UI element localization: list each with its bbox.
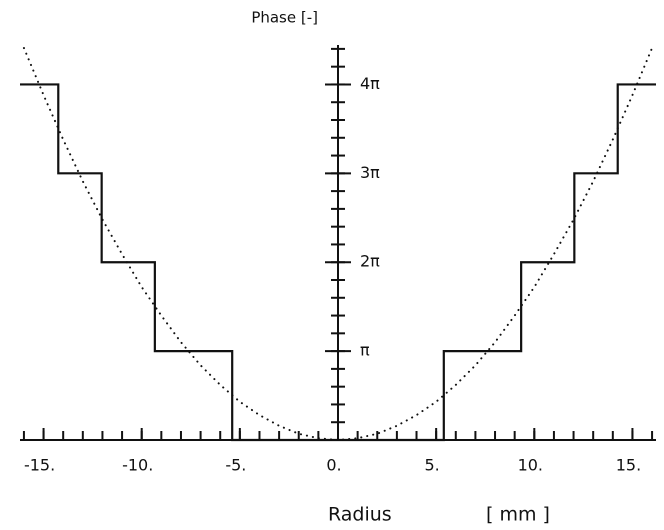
y-tick-label: 2π [360,252,380,271]
parabola-line [22,47,654,442]
x-tick-label: -10. [122,456,153,475]
x-tick-label: -15. [24,456,55,475]
x-axis-label: Radius [328,504,392,526]
y-tick-label: 3π [360,163,380,182]
y-tick-label: π [360,341,370,360]
x-tick-label: 15. [616,456,641,475]
x-tick-label: -5. [225,456,246,475]
y-tick-label: 4π [360,74,380,93]
x-tick-label: 10. [518,456,543,475]
x-tick-label: 5. [425,456,440,475]
y-axis-label: Phase [-] [251,9,318,27]
x-axis-unit: [ mm ] [486,504,550,526]
x-tick-label: 0. [326,456,341,475]
